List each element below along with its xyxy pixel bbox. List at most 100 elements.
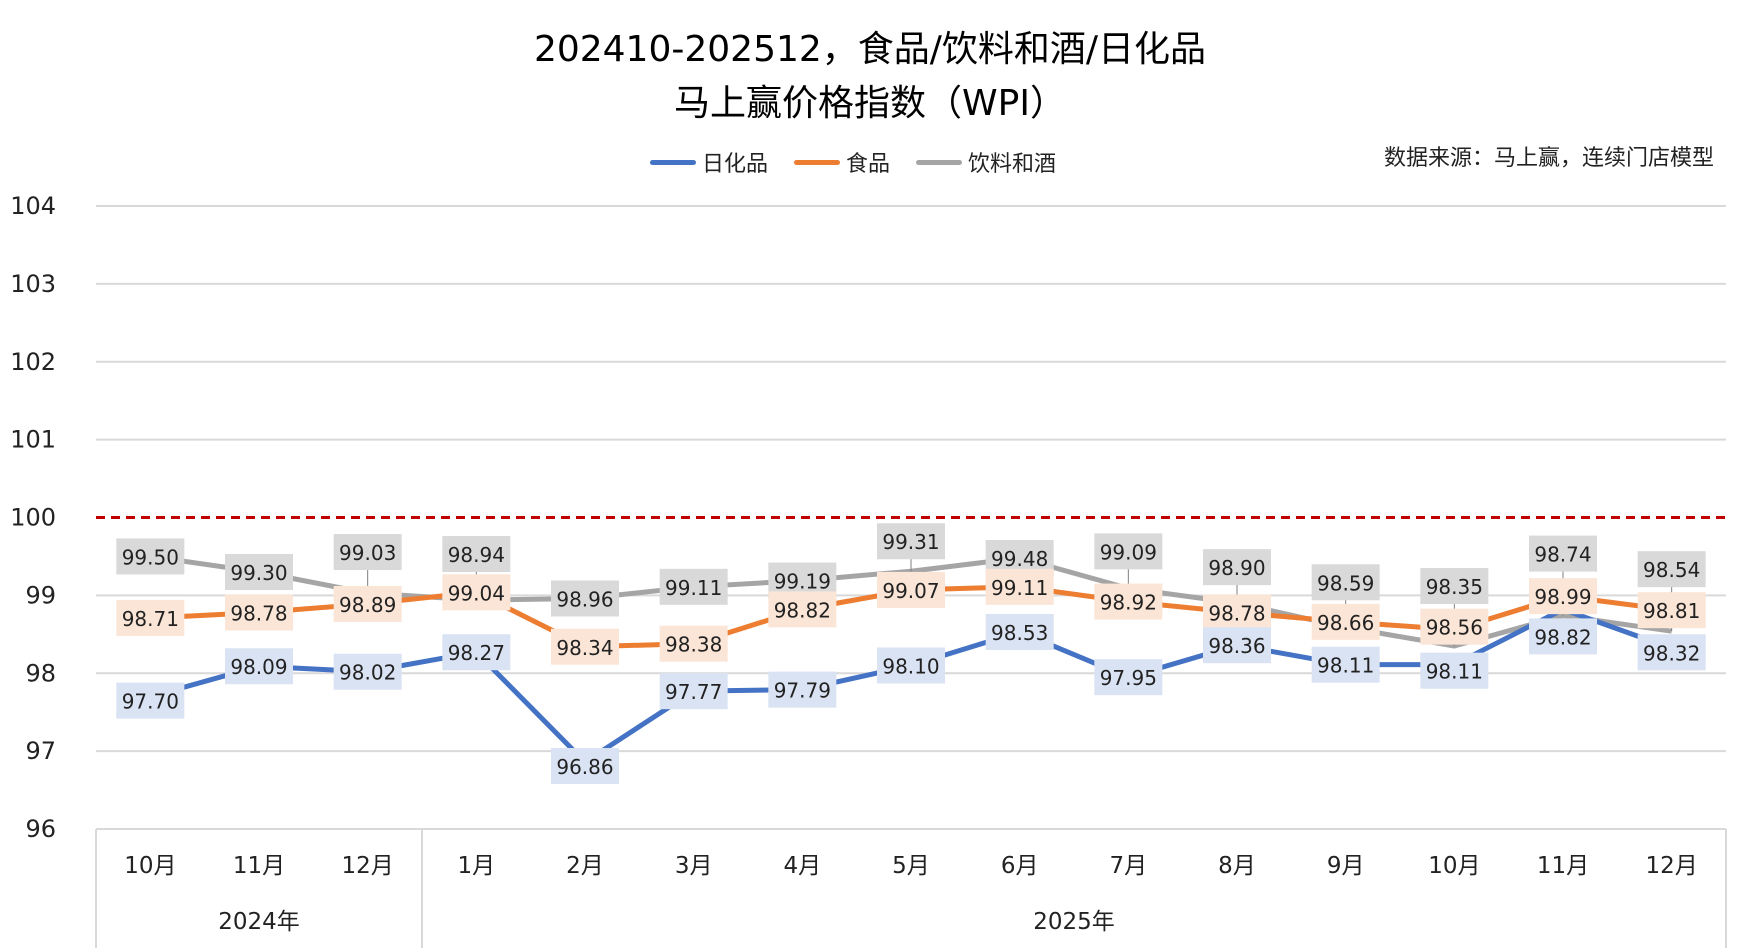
data-label-bg: [1203, 627, 1271, 664]
data-source-note: 数据来源：马上赢，连续门店模型: [1383, 146, 1714, 171]
y-tick-label: 96: [25, 815, 56, 843]
x-tick-label: 12月: [342, 853, 394, 879]
data-label: 98.74: [1534, 543, 1591, 567]
data-label-bg: [1311, 646, 1380, 683]
x-tick-label: 2月: [566, 853, 604, 879]
data-label: 97.79: [774, 679, 831, 703]
data-label: 98.09: [230, 655, 287, 679]
data-label: 98.82: [774, 598, 831, 622]
data-label-bg: [1420, 608, 1489, 645]
data-label-bg: [225, 648, 293, 685]
data-label-bg: [985, 613, 1054, 650]
x-tick-label: 9月: [1327, 853, 1365, 879]
x-tick-label: 7月: [1110, 853, 1148, 879]
data-label: 98.81: [1643, 599, 1700, 623]
data-label-bg: [1637, 592, 1706, 629]
data-label: 98.11: [1426, 660, 1483, 684]
data-label: 96.86: [556, 755, 613, 779]
data-label-bg: [333, 585, 402, 622]
data-label: 99.04: [448, 581, 505, 605]
data-label-bg: [551, 580, 619, 617]
x-tick-label: 6月: [1001, 853, 1039, 879]
data-label: 98.10: [882, 654, 939, 678]
data-label: 98.02: [339, 661, 396, 685]
data-label-bg: [225, 554, 293, 591]
data-label-bg: [116, 538, 185, 575]
data-label: 99.30: [230, 561, 287, 585]
data-label-bg: [768, 671, 837, 708]
x-tick-label: 11月: [233, 853, 285, 879]
data-label: 98.59: [1317, 571, 1374, 595]
y-tick-label: 103: [10, 270, 56, 298]
y-tick-label: 101: [10, 426, 56, 454]
data-label-bg: [225, 594, 293, 631]
legend: 日化品 食品 饮料和酒: [650, 146, 1056, 178]
data-label: 98.38: [665, 633, 722, 657]
data-label: 99.09: [1100, 540, 1157, 564]
data-label: 98.36: [1208, 634, 1265, 658]
data-label: 99.19: [774, 570, 831, 594]
data-label: 99.07: [882, 579, 939, 603]
data-label: 98.71: [122, 607, 179, 631]
x-tick-label: 10月: [1428, 853, 1480, 879]
y-tick-label: 100: [10, 504, 56, 532]
data-label-bg: [442, 634, 511, 671]
data-label: 98.78: [1208, 602, 1265, 626]
data-label-bg: [985, 568, 1054, 605]
data-label: 98.89: [339, 593, 396, 617]
data-label-bg: [442, 574, 511, 611]
legend-item-beverage-alcohol: 饮料和酒: [916, 146, 1056, 178]
data-label-bg: [659, 673, 728, 710]
data-label: 99.50: [122, 545, 179, 569]
legend-label: 日化品: [702, 152, 769, 177]
data-label-bg: [116, 599, 185, 636]
data-label-bg: [1203, 549, 1271, 586]
data-label: 98.78: [230, 602, 287, 626]
data-label: 98.54: [1643, 558, 1700, 582]
data-label-bg: [1094, 533, 1163, 570]
data-label: 98.53: [991, 621, 1048, 645]
data-label: 98.96: [556, 587, 613, 611]
data-label: 98.56: [1426, 616, 1483, 640]
data-label-bg: [768, 591, 837, 628]
data-label: 98.35: [1426, 575, 1483, 599]
year-group-label: 2025年: [1033, 909, 1115, 935]
data-label: 99.31: [882, 530, 939, 554]
chart-title-line2: 马上赢价格指数（WPI）: [674, 83, 1066, 124]
data-label-bg: [442, 536, 511, 573]
data-label-bg: [116, 682, 185, 719]
legend-swatch: [916, 159, 963, 165]
data-label-bg: [659, 625, 728, 662]
data-label: 98.94: [448, 543, 505, 567]
data-label: 98.34: [556, 636, 613, 660]
data-label-bg: [1529, 535, 1597, 572]
legend-item-daily-chemicals: 日化品: [650, 146, 768, 178]
legend-label: 饮料和酒: [968, 152, 1057, 177]
data-label-bg: [1529, 618, 1597, 655]
data-label-bg: [1420, 567, 1489, 604]
x-tick-label: 3月: [675, 853, 713, 879]
data-label-bg: [1203, 594, 1271, 631]
data-label-bg: [1094, 659, 1163, 696]
legend-item-food: 食品: [794, 146, 890, 178]
chart-title-line1: 202410-202512，食品/饮料和酒/日化品: [533, 29, 1207, 70]
data-label: 98.27: [448, 641, 505, 665]
data-label: 98.32: [1643, 641, 1700, 665]
data-label-bg: [1311, 564, 1380, 601]
x-tick-label: 1月: [458, 853, 496, 879]
data-label: 98.92: [1100, 591, 1157, 615]
x-tick-label: 4月: [784, 853, 822, 879]
data-label: 99.11: [991, 576, 1048, 600]
data-label-bg: [1094, 583, 1163, 620]
data-label: 98.66: [1317, 611, 1374, 635]
data-label: 98.82: [1534, 625, 1591, 649]
data-label-bg: [1637, 634, 1706, 671]
data-label-bg: [333, 653, 402, 690]
x-tick-label: 11月: [1537, 853, 1589, 879]
data-label-bg: [551, 628, 619, 665]
data-label-bg: [877, 571, 945, 608]
y-tick-label: 104: [10, 192, 56, 220]
x-tick-label: 12月: [1646, 853, 1698, 879]
